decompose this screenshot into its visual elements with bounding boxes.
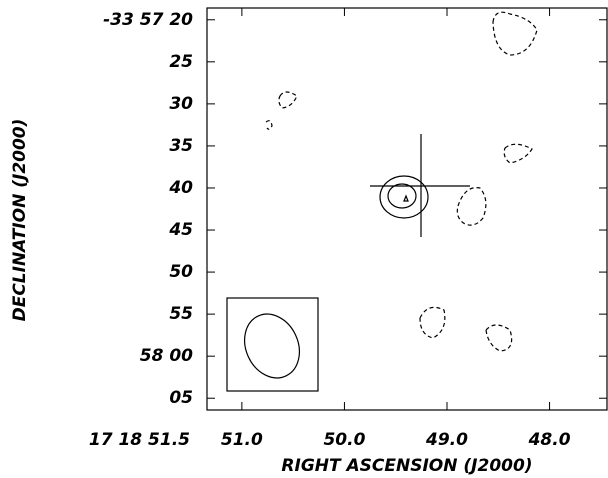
x-tick-label: 49.0 (425, 430, 468, 450)
contour (456, 187, 487, 226)
contour (503, 143, 533, 164)
y-tick-label: -33 57 20 (103, 10, 193, 30)
y-tick-label: 55 (169, 304, 193, 324)
plot-frame (206, 7, 608, 411)
contour (403, 194, 409, 202)
beam-box (226, 297, 319, 392)
x-tick-label: 51.0 (221, 430, 263, 450)
x-axis-label: RIGHT ASCENSION (J2000) (281, 456, 532, 476)
contour (379, 175, 429, 219)
contour (278, 91, 298, 109)
y-tick-label: 30 (169, 94, 193, 114)
contour (492, 11, 538, 56)
y-tick-label: 58 00 (140, 346, 193, 366)
y-tick-label: 25 (169, 52, 193, 72)
x-tick-label: 50.0 (323, 430, 365, 450)
y-tick-label: 35 (169, 136, 193, 156)
x-tick-label: 17 18 51.5 (89, 430, 190, 450)
y-tick-label: 05 (169, 388, 193, 408)
marker-cross (370, 134, 470, 237)
y-tick-label: 50 (169, 262, 193, 282)
x-tick-label: 48.0 (528, 430, 571, 450)
beam (226, 297, 319, 392)
beam-ellipse (244, 313, 300, 379)
contour (419, 306, 446, 339)
y-tick-label: 45 (168, 220, 193, 240)
y-tick-label: 40 (168, 178, 193, 198)
contour (485, 324, 513, 352)
y-axis-label: DECLINATION (J2000) (10, 119, 30, 322)
contours (265, 11, 538, 352)
contour (387, 183, 417, 209)
contour (265, 120, 273, 130)
